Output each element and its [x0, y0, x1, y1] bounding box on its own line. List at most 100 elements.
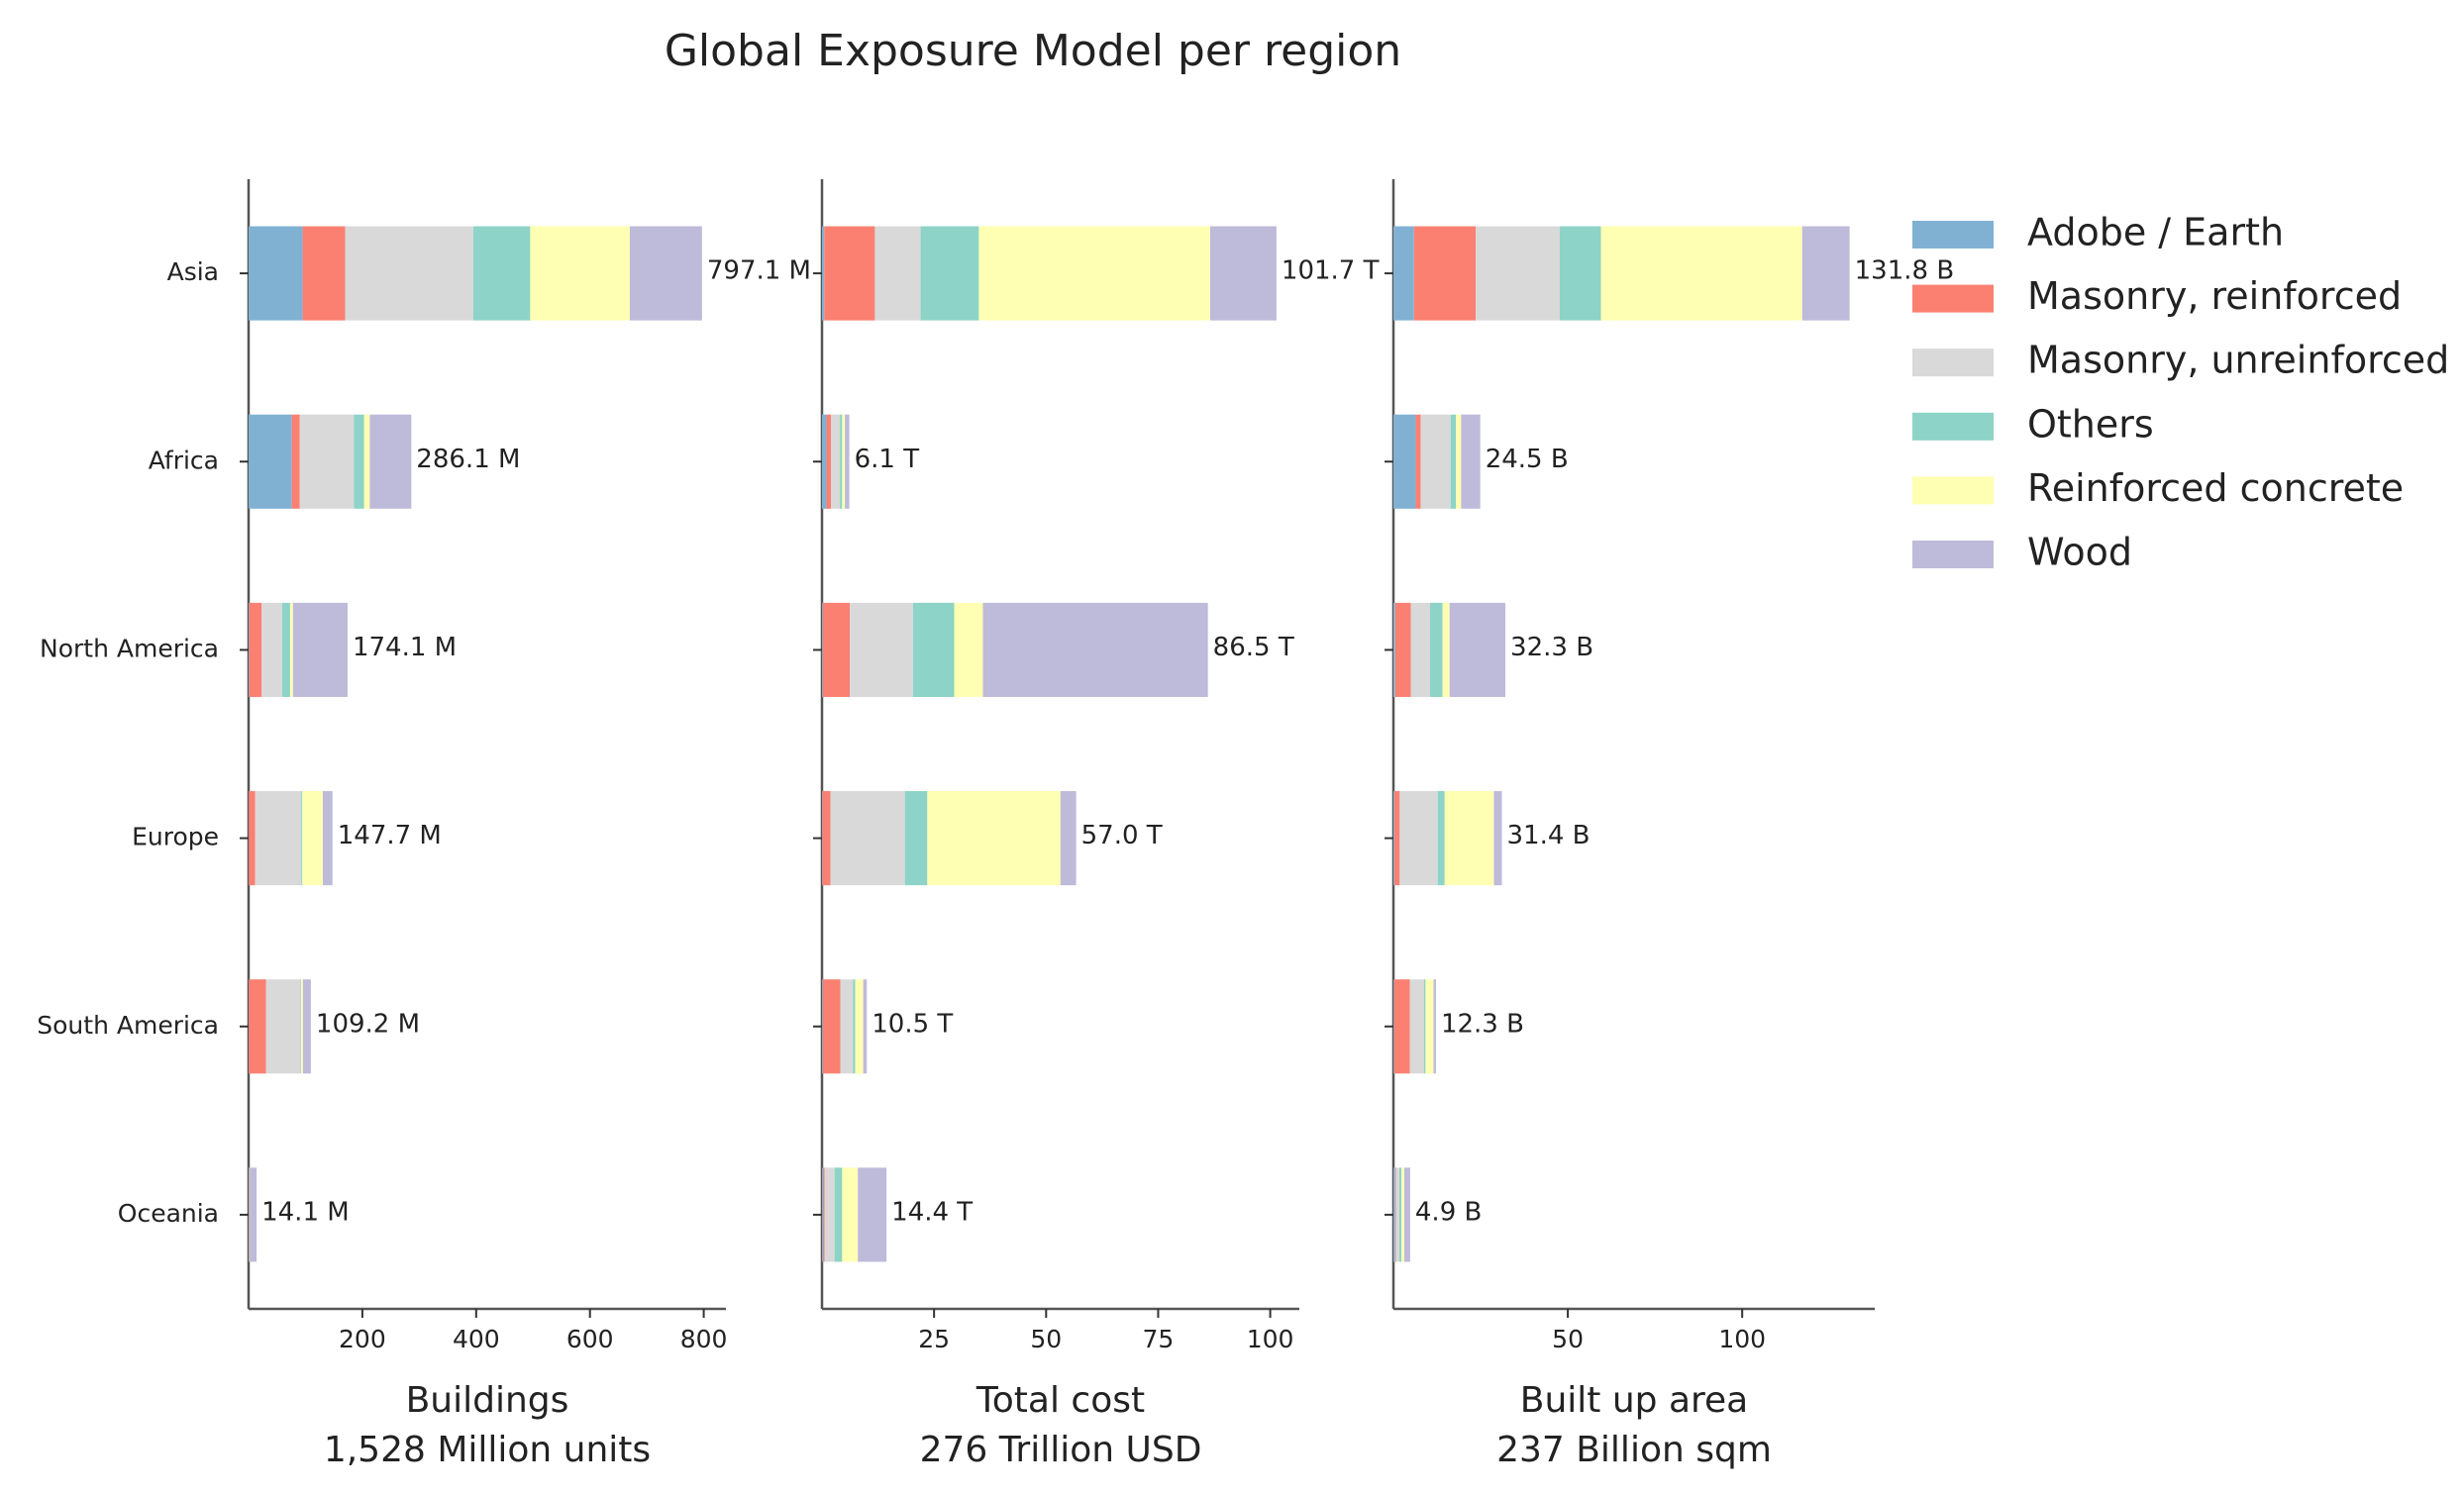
bar-segment — [250, 1167, 257, 1262]
total-label: 6.1 T — [855, 445, 920, 474]
bar-segment — [629, 226, 702, 321]
legend-label: Reinforced concrete — [2027, 466, 2404, 510]
bar-segment — [299, 414, 355, 509]
bar-segment — [822, 414, 827, 509]
bar-segment — [1410, 602, 1430, 697]
x-tick-label: 50 — [1030, 1325, 1062, 1353]
total-label: 101.7 T — [1282, 256, 1380, 286]
y-tick-label: Oceania — [118, 1199, 219, 1228]
x-axis-label: 276 Trillion USD — [920, 1430, 1202, 1470]
bar-segment — [834, 1167, 843, 1262]
bar-segment — [292, 602, 348, 697]
bar-segment — [855, 979, 864, 1074]
bar-segment — [823, 1167, 825, 1262]
bar-segment — [369, 414, 412, 509]
bar-segment — [830, 791, 905, 886]
figure-title: Global Exposure Model per region — [665, 26, 1401, 76]
legend-swatch — [1912, 284, 1994, 313]
bar-segment — [822, 226, 825, 321]
legend-swatch — [1912, 541, 1994, 568]
bar-segment — [840, 414, 843, 509]
bar-segment — [530, 226, 630, 321]
bar-segment — [824, 1167, 835, 1262]
bar-segment — [1476, 226, 1560, 321]
bar-segment — [300, 979, 302, 1074]
bar-segment — [1444, 791, 1494, 886]
bar-segment — [822, 979, 823, 1074]
bar-segment — [249, 1167, 250, 1262]
bar-segment — [822, 602, 851, 697]
bar-segment — [920, 226, 979, 321]
bar-segment — [1456, 414, 1462, 509]
x-tick-label: 100 — [1247, 1325, 1294, 1353]
total-label: 131.8 B — [1855, 256, 1955, 286]
bar-segment — [249, 602, 250, 697]
bar-segment — [265, 979, 301, 1074]
bar-segment — [301, 791, 303, 886]
bar-segment — [1801, 226, 1850, 321]
total-label: 14.1 M — [261, 1197, 350, 1227]
bar-segment — [302, 791, 323, 886]
bar-segment — [249, 791, 256, 886]
bar-segment — [322, 791, 333, 886]
bar-segment — [853, 979, 856, 1074]
legend-label: Masonry, unreinforced — [2027, 339, 2449, 382]
bar-segment — [1600, 226, 1802, 321]
legend-swatch — [1912, 476, 1994, 505]
total-label: 14.4 T — [891, 1197, 973, 1227]
total-label: 57.0 T — [1081, 821, 1163, 850]
bar-segment — [822, 1167, 824, 1262]
bar-segment — [954, 602, 983, 697]
total-label: 174.1 M — [353, 633, 457, 662]
bar-segment — [850, 602, 913, 697]
bar-segment — [302, 226, 346, 321]
legend-label: Wood — [2027, 531, 2132, 574]
legend-swatch — [1912, 221, 1994, 249]
total-label: 109.2 M — [316, 1009, 420, 1039]
bar-segment — [904, 791, 928, 886]
bar-segment — [1493, 791, 1502, 886]
bar-segment — [345, 226, 473, 321]
x-axis-label: 1,528 Million units — [324, 1430, 651, 1470]
bar-segment — [249, 414, 292, 509]
bar-segment — [1437, 791, 1445, 886]
x-axis-label: 237 Billion sqm — [1496, 1430, 1772, 1470]
bar-segment — [281, 602, 290, 697]
bar-segment — [472, 226, 531, 321]
total-label: 12.3 B — [1441, 1009, 1524, 1039]
bar-segment — [1209, 226, 1277, 321]
x-tick-label: 50 — [1552, 1325, 1584, 1353]
bar-segment — [1403, 1167, 1410, 1262]
bar-segment — [1395, 1167, 1399, 1262]
y-tick-label: Asia — [167, 257, 219, 286]
bar-segment — [354, 414, 364, 509]
legend-label: Others — [2027, 402, 2154, 446]
bar-segment — [1442, 602, 1450, 697]
bar-segment — [1415, 414, 1421, 509]
bar-segment — [1060, 791, 1077, 886]
total-label: 10.5 T — [872, 1009, 953, 1039]
bar-segment — [363, 414, 370, 509]
bar-segment — [1393, 979, 1394, 1074]
bar-segment — [261, 602, 282, 697]
bar-segment — [1393, 602, 1395, 697]
bar-segment — [831, 414, 841, 509]
x-tick-label: 600 — [566, 1325, 614, 1353]
bar-segment — [1394, 602, 1411, 697]
bar-segment — [840, 979, 854, 1074]
total-label: 24.5 B — [1486, 445, 1569, 474]
bar-segment — [302, 979, 311, 1074]
x-tick-label: 800 — [680, 1325, 728, 1353]
total-label: 147.7 M — [338, 821, 442, 850]
y-tick-label: North America — [40, 634, 219, 662]
bar-segment — [291, 414, 300, 509]
legend-swatch — [1912, 412, 1994, 441]
bar-segment — [249, 602, 262, 697]
bar-segment — [1393, 1167, 1395, 1262]
bar-segment — [842, 414, 846, 509]
bar-segment — [255, 791, 302, 886]
legend-swatch — [1912, 349, 1994, 377]
bar-segment — [1393, 979, 1410, 1074]
bar-segment — [1559, 226, 1601, 321]
